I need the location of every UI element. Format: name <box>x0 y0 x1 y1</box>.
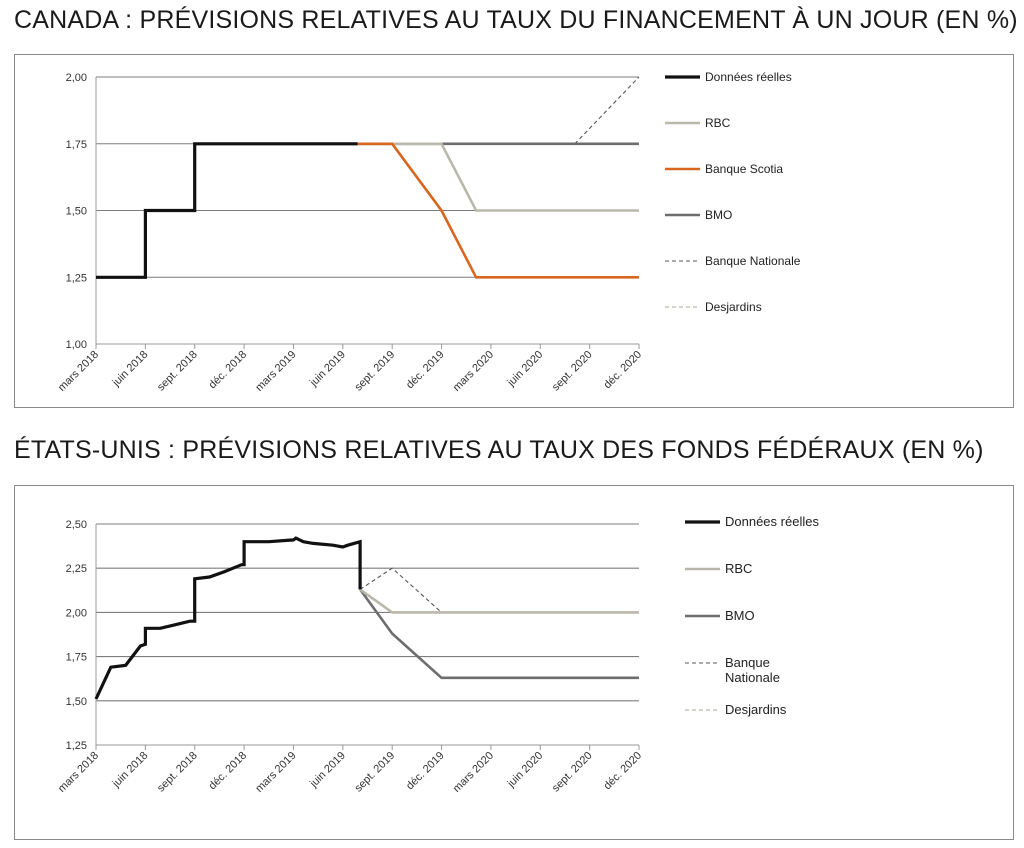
x-tick-label: mars 2019 <box>253 349 298 394</box>
x-tick-label: déc. 2018 <box>207 750 250 793</box>
x-tick-label: mars 2018 <box>56 349 101 394</box>
series-line-nationale <box>357 76 640 145</box>
x-tick-label: mars 2019 <box>253 750 298 795</box>
x-tick-label: mars 2018 <box>56 750 101 795</box>
x-tick-label: déc. 2019 <box>404 349 447 392</box>
legend-label-desjardins: Desjardins <box>725 702 787 717</box>
y-tick-label: 2,00 <box>66 72 87 84</box>
y-tick-label: 1,25 <box>66 740 87 752</box>
x-tick-label: déc. 2018 <box>207 349 250 392</box>
y-tick-label: 1,50 <box>66 206 87 218</box>
series-line-bmo <box>359 588 639 680</box>
x-tick-label: sept. 2019 <box>352 750 397 795</box>
legend-label-scotia: Banque Scotia <box>705 162 783 176</box>
x-tick-label: déc. 2020 <box>601 349 644 392</box>
series-line-actual <box>96 142 358 279</box>
y-tick-label: 2,25 <box>66 563 87 575</box>
x-tick-label: déc. 2019 <box>404 750 447 793</box>
y-tick-label: 2,50 <box>66 519 87 531</box>
x-tick-label: sept. 2018 <box>155 349 200 394</box>
legend-label-actual: Données réelles <box>705 70 792 84</box>
x-tick-label: juin 2020 <box>505 349 546 390</box>
series-line-desjardins <box>359 588 639 613</box>
x-tick-label: juin 2020 <box>505 750 546 791</box>
x-tick-label: sept. 2018 <box>155 750 200 795</box>
x-tick-label: juin 2019 <box>307 349 348 390</box>
y-tick-label: 1,50 <box>66 696 87 708</box>
x-tick-label: sept. 2020 <box>550 750 595 795</box>
series-line-actual <box>94 536 362 700</box>
x-tick-label: juin 2018 <box>110 349 151 390</box>
series-line-scotia <box>357 142 639 279</box>
x-tick-label: mars 2020 <box>451 750 496 795</box>
legend-label-rbc: RBC <box>725 561 752 576</box>
legend-label-nationale: Banque Nationale <box>705 254 801 268</box>
legend-label-nationale: Banque Nationale <box>725 655 780 685</box>
x-tick-label: déc. 2020 <box>601 750 644 793</box>
legend-label-actual: Données réelles <box>725 514 819 529</box>
legend-label-desjardins: Desjardins <box>705 300 762 314</box>
legend-label-bmo: BMO <box>725 608 755 623</box>
x-tick-label: sept. 2019 <box>352 349 397 394</box>
legend-label-rbc: RBC <box>705 116 731 130</box>
series-line-rbc <box>357 142 639 212</box>
x-tick-label: juin 2018 <box>110 750 151 791</box>
y-tick-label: 1,00 <box>66 339 87 351</box>
x-tick-label: juin 2019 <box>307 750 348 791</box>
y-tick-label: 2,00 <box>66 607 87 619</box>
x-tick-label: sept. 2020 <box>550 349 595 394</box>
x-tick-label: mars 2020 <box>451 349 496 394</box>
chart-title-canada: CANADA : PRÉVISIONS RELATIVES AU TAUX DU… <box>14 6 1018 34</box>
series-line-nationale <box>359 567 639 613</box>
y-tick-label: 1,75 <box>66 652 87 664</box>
chart-panel-canada: 1,00 1,25 1,50 1,75 2,00 mars 2018 juin 2018 se… <box>14 54 1014 408</box>
y-tick-label: 1,25 <box>66 272 87 284</box>
chart-panel-us: 1,25 1,50 1,75 2,00 2,25 2,50 mars 2018 juin 20… <box>14 485 1014 840</box>
y-tick-label: 1,75 <box>66 139 87 151</box>
series-line-rbc <box>359 588 639 614</box>
chart-title-us: ÉTATS-UNIS : PRÉVISIONS RELATIVES AU TAU… <box>14 436 984 464</box>
legend-label-bmo: BMO <box>705 208 732 222</box>
